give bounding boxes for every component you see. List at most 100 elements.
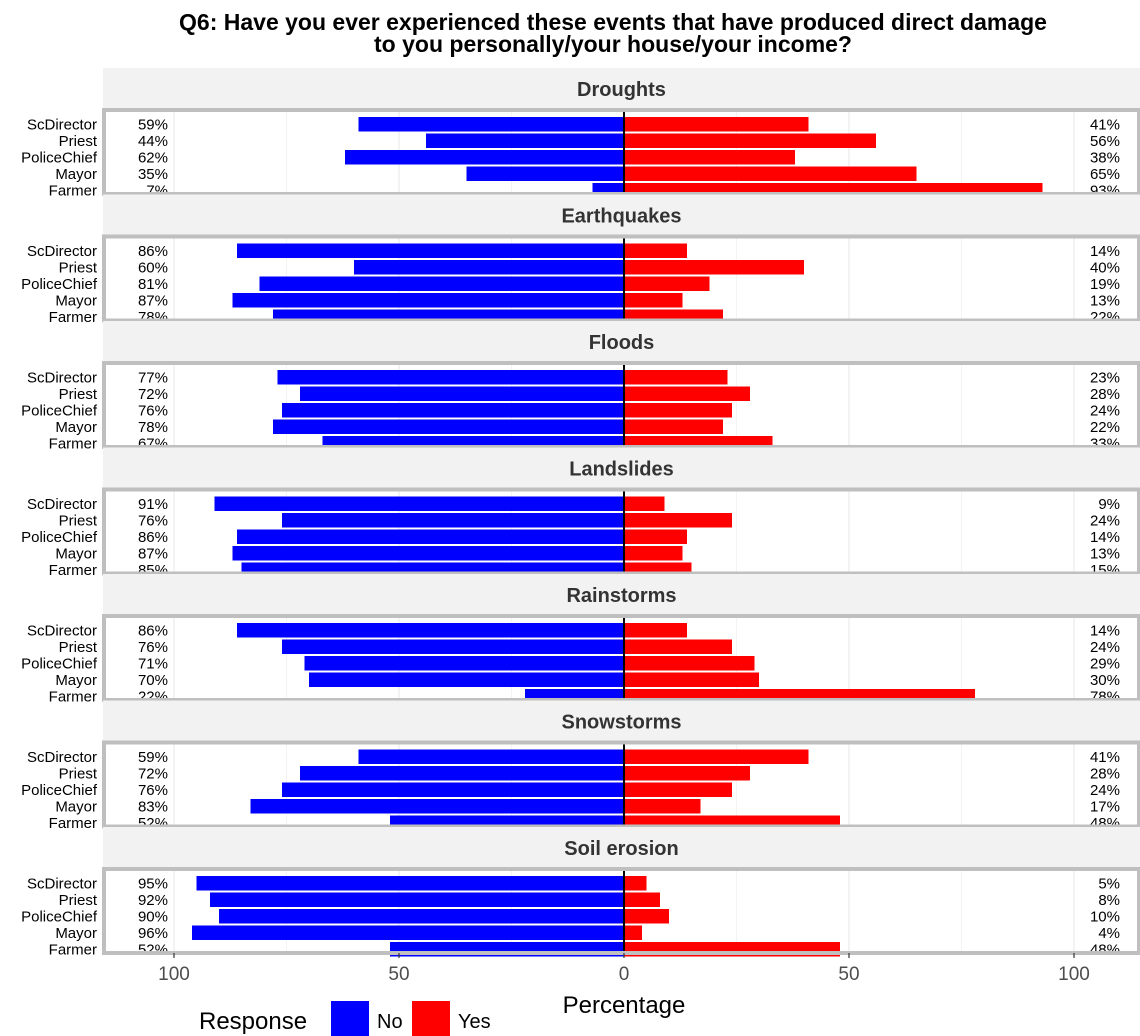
- bar-yes: [624, 276, 710, 291]
- bar-yes: [624, 782, 732, 797]
- bar-no: [300, 766, 624, 781]
- percent-label-yes: 38%: [1090, 149, 1120, 166]
- bar-yes: [624, 909, 669, 924]
- bar-no: [196, 876, 624, 891]
- percent-label-yes: 48%: [1090, 941, 1120, 958]
- percent-label-yes: 8%: [1098, 892, 1120, 909]
- category-label: ScDirector: [27, 875, 97, 892]
- facet-panels: Droughts ScDirector 59% 41% Priest 44% 56% Poli…: [21, 68, 1140, 958]
- category-label: Priest: [59, 259, 98, 276]
- category-label: Mayor: [55, 672, 97, 689]
- bar-yes: [624, 133, 876, 148]
- category-label: Mayor: [55, 798, 97, 815]
- chart-title-line-1: Q6: Have you ever experienced these even…: [179, 9, 1047, 35]
- facet-panel: Earthquakes ScDirector 86% 14% Priest 60% 40% P…: [21, 194, 1140, 326]
- category-label: PoliceChief: [21, 149, 98, 166]
- bar-no: [282, 782, 624, 797]
- x-tick-label: 0: [619, 964, 630, 985]
- bar-no: [282, 513, 624, 528]
- bar-no: [232, 293, 624, 308]
- category-label: PoliceChief: [21, 529, 98, 546]
- percent-label-yes: 40%: [1090, 259, 1120, 276]
- bar-yes: [624, 419, 723, 434]
- bar-no: [210, 892, 624, 907]
- legend-title: Response: [199, 1008, 307, 1035]
- bar-no: [273, 419, 624, 434]
- category-label: ScDirector: [27, 243, 97, 260]
- percent-label-yes: 19%: [1090, 276, 1120, 293]
- category-label: Farmer: [49, 688, 97, 705]
- bar-yes: [624, 529, 687, 544]
- bar-yes: [624, 293, 683, 308]
- percent-label-yes: 23%: [1090, 369, 1120, 386]
- category-label: Priest: [59, 639, 98, 656]
- percent-label-no: 71%: [138, 655, 168, 672]
- bar-yes: [624, 656, 755, 671]
- percent-label-no: 87%: [138, 292, 168, 309]
- facet-strip-label: Landslides: [569, 459, 673, 481]
- bar-yes: [624, 749, 809, 764]
- category-label: ScDirector: [27, 749, 97, 766]
- panel-border: [102, 487, 1140, 576]
- category-label: ScDirector: [27, 116, 97, 133]
- percent-label-no: 86%: [138, 622, 168, 639]
- legend-key-no: [331, 1001, 369, 1036]
- category-label: Priest: [59, 765, 98, 782]
- percent-label-no: 86%: [138, 529, 168, 546]
- x-tick-label: 100: [158, 964, 190, 985]
- percent-label-no: 59%: [138, 116, 168, 133]
- percent-label-yes: 22%: [1090, 419, 1120, 436]
- facet-strip: [103, 194, 1140, 237]
- percent-label-yes: 29%: [1090, 655, 1120, 672]
- percent-label-yes: 4%: [1098, 925, 1120, 942]
- percent-label-yes: 13%: [1090, 545, 1120, 562]
- percent-label-no: 59%: [138, 749, 168, 766]
- percent-label-no: 86%: [138, 243, 168, 260]
- percent-label-yes: 65%: [1090, 166, 1120, 183]
- category-label: Mayor: [55, 419, 97, 436]
- percent-label-yes: 13%: [1090, 292, 1120, 309]
- category-label: PoliceChief: [21, 276, 98, 293]
- bar-yes: [624, 496, 665, 511]
- bar-yes: [624, 623, 687, 638]
- percent-label-no: 76%: [138, 639, 168, 656]
- facet-strip: [103, 321, 1140, 363]
- percent-label-no: 62%: [138, 149, 168, 166]
- bar-no: [354, 260, 624, 275]
- percent-label-no: 95%: [138, 875, 168, 892]
- bar-no: [219, 909, 624, 924]
- x-axis: 100 50 0 50 100: [158, 953, 1090, 985]
- bar-yes: [624, 892, 660, 907]
- category-label: ScDirector: [27, 369, 97, 386]
- facet-strip-label: Floods: [589, 332, 655, 354]
- category-label: PoliceChief: [21, 782, 98, 799]
- facet-strip: [103, 68, 1140, 110]
- bar-no: [237, 243, 624, 258]
- category-label: PoliceChief: [21, 908, 98, 925]
- bar-no: [282, 639, 624, 654]
- legend-label: No: [377, 1011, 403, 1033]
- bar-no: [300, 386, 624, 401]
- percent-label-no: 35%: [138, 166, 168, 183]
- facet-panel: Landslides ScDirector 91% 9% Priest 76% 24% Pol…: [21, 447, 1140, 579]
- category-label: Mayor: [55, 925, 97, 942]
- percent-label-no: 77%: [138, 369, 168, 386]
- percent-label-yes: 14%: [1090, 243, 1120, 260]
- percent-label-no: 96%: [138, 925, 168, 942]
- percent-label-no: 72%: [138, 765, 168, 782]
- facet-strip-label: Snowstorms: [561, 712, 681, 734]
- percent-label-no: 72%: [138, 386, 168, 403]
- percent-label-yes: 17%: [1090, 798, 1120, 815]
- bar-no: [237, 623, 624, 638]
- facet-strip: [103, 447, 1140, 490]
- category-label: Farmer: [49, 562, 97, 579]
- percent-label-yes: 28%: [1090, 386, 1120, 403]
- percent-label-yes: 56%: [1090, 133, 1120, 150]
- bar-no: [192, 925, 624, 940]
- bar-yes: [624, 513, 732, 528]
- bar-no: [345, 150, 624, 165]
- category-label: Priest: [59, 133, 98, 150]
- bar-no: [358, 117, 624, 132]
- facet-panel: Floods ScDirector 77% 23% Priest 72% 28% Police…: [21, 321, 1140, 452]
